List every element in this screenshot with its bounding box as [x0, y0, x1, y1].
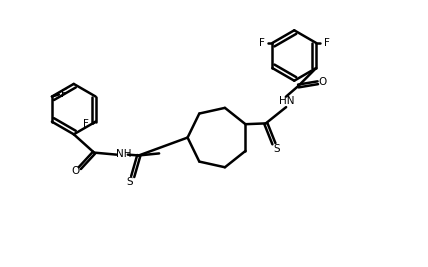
Text: F: F [61, 89, 67, 100]
Text: O: O [71, 166, 80, 176]
Text: F: F [324, 38, 330, 48]
Text: HN: HN [279, 96, 295, 106]
Text: NH: NH [116, 149, 131, 159]
Text: F: F [83, 119, 89, 129]
Text: O: O [318, 77, 327, 87]
Text: F: F [259, 38, 265, 48]
Text: S: S [274, 144, 280, 154]
Text: S: S [126, 177, 133, 187]
